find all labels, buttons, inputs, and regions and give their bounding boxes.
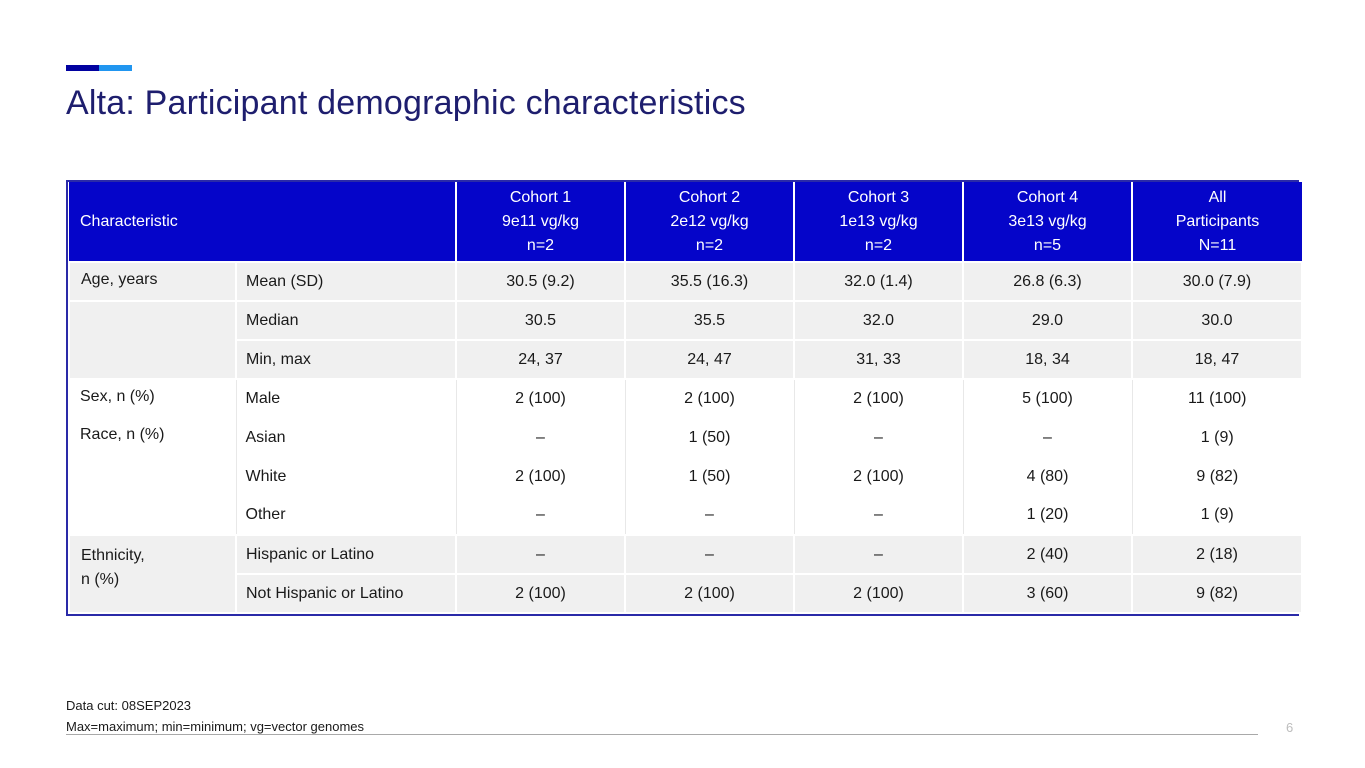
table-header-row: Characteristic Cohort 1 9e11 vg/kg n=2 C… [69,182,1302,263]
stat-label-cell: Hispanic or Latino [235,534,457,575]
page-number: 6 [1286,720,1294,735]
value-cell: – [455,496,625,535]
column-header-cohort-3: Cohort 3 1e13 vg/kg n=2 [793,182,963,263]
table-row: Ethnicity, n (%) Hispanic or Latino – – … [68,534,1303,614]
value-cell: 35.5 [624,300,795,341]
group-label-cell: Age, years [68,261,237,302]
value-cell: 18, 47 [1131,339,1303,380]
group-label-cell: Sex, n (%) [69,379,236,418]
value-cell: 2 (100) [455,573,626,614]
value-cell: 1 (9) [1131,496,1302,535]
stat-label-cell: Other [235,496,456,535]
group-label-cell: Race, n (%) [69,418,236,535]
value-cell: – [793,534,964,575]
footnote-abbreviations: Max=maximum; min=minimum; vg=vector geno… [66,719,365,734]
value-cell: 1 (9) [1131,418,1302,457]
value-cell: 2 (18) [1131,534,1303,575]
value-cell: 3 (60) [962,573,1133,614]
value-cell: 31, 33 [793,339,964,380]
value-cell: 9 (82) [1131,573,1303,614]
table-row: Other – – – 1 (20) 1 (9) [69,496,1302,535]
stat-label-cell: Median [235,300,457,341]
value-cell: – [793,418,963,457]
stat-label-cell: Asian [235,418,456,457]
value-cell: 29.0 [962,300,1133,341]
value-cell: 2 (100) [624,379,794,418]
stat-label-cell: Mean (SD) [235,261,457,302]
demographics-table: Characteristic Cohort 1 9e11 vg/kg n=2 C… [66,180,1303,616]
value-cell: – [962,418,1132,457]
value-cell: 32.0 (1.4) [793,261,964,302]
value-cell: – [624,534,795,575]
accent-light-segment [99,65,132,71]
slide-title: Alta: Participant demographic characteri… [66,84,746,122]
footer-divider [66,734,1258,735]
column-header-cohort-4: Cohort 4 3e13 vg/kg n=5 [962,182,1132,263]
value-cell: 1 (20) [962,496,1132,535]
table-row: Race, n (%) Asian – 1 (50) – – 1 (9) [69,418,1302,535]
value-cell: 1 (50) [624,418,794,457]
value-cell: 18, 34 [962,339,1133,380]
value-cell: 2 (100) [455,379,625,418]
column-header-all-participants: All Participants N=11 [1131,182,1302,263]
value-cell: 32.0 [793,300,964,341]
value-cell: 30.0 (7.9) [1131,261,1303,302]
stat-label-cell: Male [235,379,456,418]
value-cell: – [624,496,794,535]
table-row: Age, years Mean (SD) 30.5 (9.2) 35.5 (16… [68,261,1303,302]
stat-label-cell: Min, max [235,339,457,380]
footnote-data-cut: Data cut: 08SEP2023 [66,698,192,713]
value-cell: 4 (80) [962,457,1132,496]
column-header-cohort-2: Cohort 2 2e12 vg/kg n=2 [624,182,794,263]
value-cell: 2 (100) [793,573,964,614]
table-row: Sex, n (%) Male 2 (100) 2 (100) 2 (100) … [69,379,1302,418]
table-row: Median 30.5 35.5 32.0 29.0 30.0 [68,300,1303,380]
value-cell: 2 (100) [455,457,625,496]
group-label-cell [68,300,237,380]
table-row: Min, max 24, 37 24, 47 31, 33 18, 34 18,… [69,339,1303,380]
table-row: White 2 (100) 1 (50) 2 (100) 4 (80) 9 (8… [69,457,1302,496]
value-cell: – [793,496,963,535]
title-accent-bar [66,65,132,71]
value-cell: 35.5 (16.3) [624,261,795,302]
column-header-cohort-1: Cohort 1 9e11 vg/kg n=2 [455,182,625,263]
value-cell: 26.8 (6.3) [962,261,1133,302]
footnotes: Data cut: 08SEP2023 Max=maximum; min=min… [66,695,364,737]
value-cell: 2 (100) [793,457,963,496]
value-cell: 24, 37 [455,339,626,380]
column-header-characteristic: Characteristic [69,182,456,263]
value-cell: 11 (100) [1131,379,1302,418]
value-cell: 2 (100) [624,573,795,614]
group-label-cell: Ethnicity, n (%) [68,534,237,614]
value-cell: 9 (82) [1131,457,1302,496]
table-row: Not Hispanic or Latino 2 (100) 2 (100) 2… [69,573,1303,614]
value-cell: 5 (100) [962,379,1132,418]
value-cell: 1 (50) [624,457,794,496]
value-cell: 2 (100) [793,379,963,418]
value-cell: 24, 47 [624,339,795,380]
value-cell: 30.5 [455,300,626,341]
stat-label-cell: White [235,457,456,496]
stat-label-cell: Not Hispanic or Latino [235,573,457,614]
value-cell: – [455,534,626,575]
accent-dark-segment [66,65,99,71]
value-cell: 30.0 [1131,300,1303,341]
value-cell: 2 (40) [962,534,1133,575]
value-cell: 30.5 (9.2) [455,261,626,302]
value-cell: – [455,418,625,457]
